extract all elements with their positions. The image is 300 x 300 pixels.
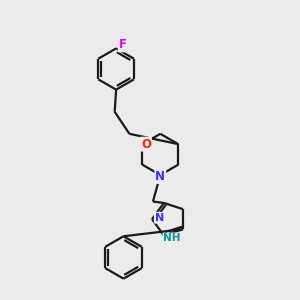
- Text: N: N: [155, 213, 164, 223]
- Text: F: F: [118, 38, 127, 51]
- Text: NH: NH: [164, 233, 181, 243]
- Text: O: O: [141, 138, 151, 151]
- Text: N: N: [155, 170, 165, 183]
